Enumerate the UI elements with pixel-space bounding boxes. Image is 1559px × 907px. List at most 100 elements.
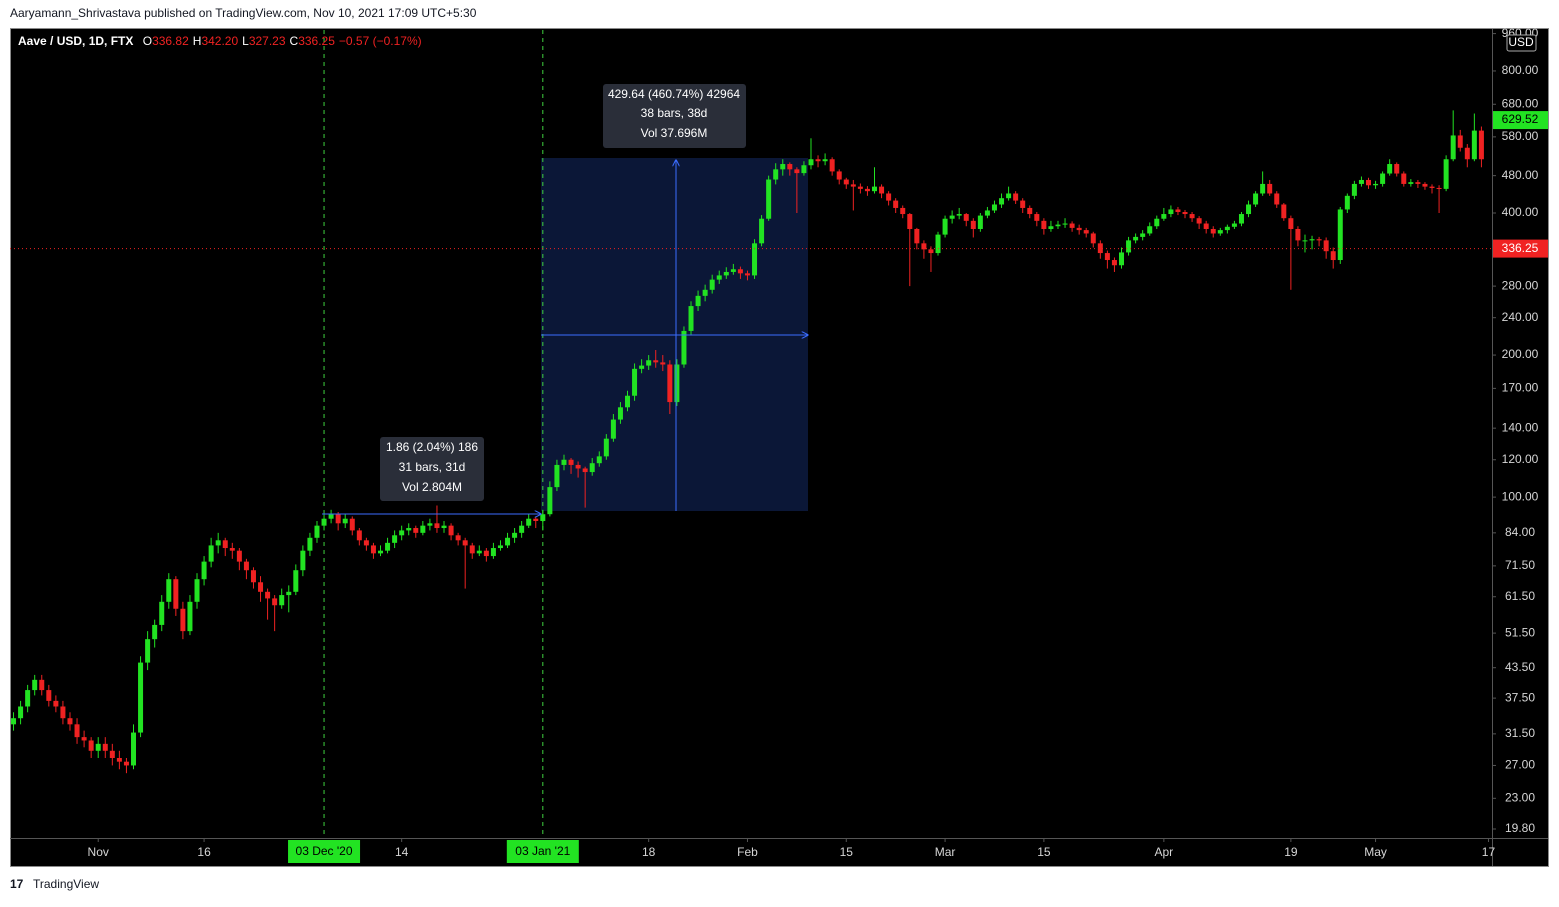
candle-body [1351,183,1357,196]
candle-body [688,306,694,331]
candle-body [448,525,454,536]
candle-body [1436,187,1442,189]
candle-body [1337,209,1343,261]
candle-body [1478,130,1484,160]
candle-body [258,582,264,592]
candle-body [625,395,630,408]
candle-body [60,706,66,719]
y-tick-label: 43.50 [1505,660,1535,674]
candle-body [194,579,200,602]
candle-body [1471,130,1477,160]
candle-body [469,545,475,554]
last-price-box [1493,239,1548,258]
candle-body [794,169,800,174]
candle-body [1246,204,1252,215]
candle-body [801,165,807,174]
candle-body [25,690,31,707]
candle-body [1140,233,1146,237]
candle-body [709,279,715,290]
candle-body [462,540,468,546]
candle-body [977,215,983,229]
candle-body [596,456,602,464]
x-tick-label: 16 [197,845,211,859]
candle-body [363,540,369,546]
candle-body [942,218,948,235]
x-tick-label: 18 [642,845,656,859]
candle-body [970,220,976,229]
candle-body [667,364,673,403]
legend: Aave / USD, 1D, FTX O336.82 H342.20 L327.2… [18,34,422,48]
candle-body [589,463,595,473]
candle-body [1041,220,1047,229]
y-tick-label: 37.50 [1505,690,1535,704]
marker-label-box [288,840,361,863]
candle-body [173,579,179,609]
y-tick-label: 61.50 [1505,589,1535,603]
candle-body [928,249,934,254]
candle-body [822,159,828,162]
quote-value: 342.20 [201,34,238,48]
candle-body [1457,135,1463,148]
candle-body [921,243,927,250]
candle-body [568,459,574,465]
candle-body [554,464,560,488]
x-tick-label: 15 [1037,845,1051,859]
candle-body [1104,253,1110,261]
candle-body [843,179,849,185]
candle-body [935,234,941,254]
unit-box[interactable] [1506,34,1537,52]
candle-body [1443,159,1449,189]
candle-body [1238,214,1244,224]
measure-text: 429.64 (460.74%) 42964 [608,87,740,101]
candle-body [829,159,835,172]
candle-body [300,550,306,571]
candle-body [773,169,779,180]
candle-body [836,171,842,180]
candle-body [399,530,405,536]
candle-body [547,487,553,515]
x-tick-label: 14 [395,845,409,859]
candle-body [956,214,962,216]
candle-body [476,550,482,554]
quote-value: 336.25 [298,34,335,48]
candle-body [730,269,736,272]
measure-text: 1.86 (2.04%) 186 [386,440,478,454]
y-tick-label: 120.00 [1502,452,1539,466]
candle-body [1231,223,1237,227]
candle-body [166,579,172,602]
quote-key: C [290,34,299,48]
candle-body [1316,239,1322,241]
candle-body [314,525,320,538]
candle-body [1097,243,1103,254]
y-tick-label: 23.00 [1505,790,1535,804]
candle-body [208,545,214,562]
candle-body [991,204,997,211]
candle-body [1069,223,1075,228]
candle-body [286,591,292,596]
candle-body [279,595,285,606]
y-tick-label: 200.00 [1502,347,1539,361]
candle-body [1196,218,1202,224]
candles [11,110,1484,774]
candle-body [519,525,525,533]
quote-key: H [193,34,202,48]
candle-body [1401,173,1407,184]
candle-body [752,243,758,276]
candle-body [787,164,793,170]
candle-body [1422,183,1428,187]
candle-body [11,718,17,725]
candle-body [639,365,645,369]
candle-body [250,570,256,583]
candle-body [1429,186,1435,188]
x-tick-label: 15 [840,845,854,859]
candle-body [603,438,609,457]
measure-text: Vol 37.696M [641,126,708,140]
candle-body [1126,240,1132,253]
candle-body [984,210,990,216]
candle-body [328,514,334,519]
candle-body [123,761,129,766]
candle-body [307,537,313,551]
measure-box [380,437,484,501]
quote-change: −0.57 (−0.17%) [339,34,422,48]
candle-body [413,528,419,533]
